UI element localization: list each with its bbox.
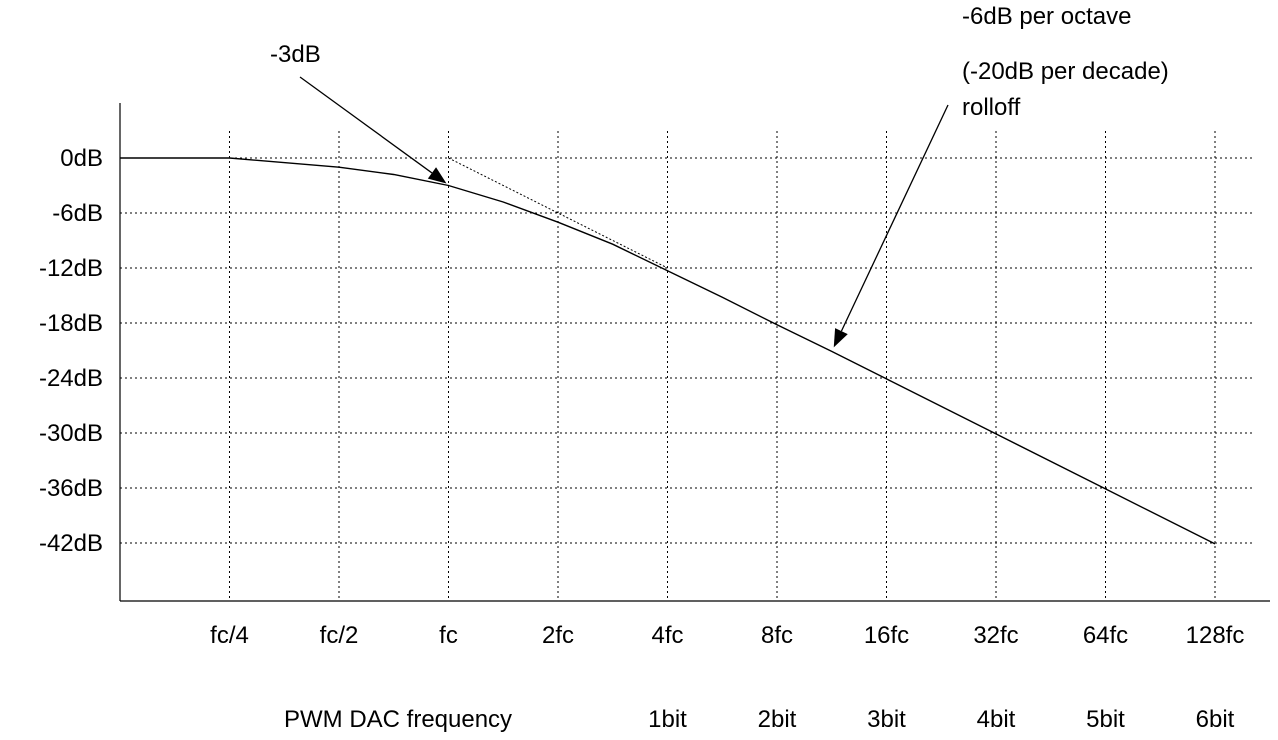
y-tick-label: 0dB: [60, 145, 103, 172]
minus-3db-arrow-shaft: [299, 76, 433, 174]
y-tick-label: -24dB: [39, 365, 103, 392]
annotations: -3dB -6dB per octave (-20dB per decade) …: [270, 3, 1169, 348]
x-tick-label: 32fc: [973, 622, 1018, 649]
x-bit-label: 3bit: [867, 706, 906, 733]
y-tick-label: -30dB: [39, 420, 103, 447]
x-bit-label: 6bit: [1196, 706, 1235, 733]
x-tick-label: 4fc: [651, 622, 683, 649]
x-tick-label: fc/2: [320, 622, 359, 649]
response-curve: [120, 157, 1216, 545]
x-tick-label: fc/4: [210, 622, 249, 649]
y-tick-label: -18dB: [39, 310, 103, 337]
x-bit-label: 5bit: [1086, 706, 1125, 733]
y-tick-labels: 0dB -6dB -12dB -18dB -24dB -30dB -36dB -42dB: [39, 145, 103, 557]
y-tick-label: -42dB: [39, 530, 103, 557]
y-tick-label: -36dB: [39, 475, 103, 502]
y-tick-label: -6dB: [52, 200, 103, 227]
x-bit-label: 1bit: [648, 706, 687, 733]
x-tick-label: 2fc: [542, 622, 574, 649]
asymptote-line: [448, 157, 668, 269]
rolloff-arrow-head: [833, 328, 848, 348]
x-bit-label: 2bit: [758, 706, 797, 733]
grid: [120, 131, 1252, 601]
rolloff-annotation-line2: (-20dB per decade): [962, 58, 1169, 85]
axes: [119, 103, 1270, 602]
x-bit-label: 4bit: [977, 706, 1016, 733]
rolloff-annotation-line1: -6dB per octave: [962, 3, 1131, 30]
x-tick-labels: fc/4 fc/2 fc 2fc 4fc 1bit 8fc 2bit 16fc 3bit 32fc 4…: [210, 622, 1244, 733]
x-tick-label: 16fc: [864, 622, 909, 649]
x-tick-label: fc: [439, 622, 458, 649]
rolloff-arrow-shaft: [840, 104, 949, 332]
minus-3db-annotation: -3dB: [270, 41, 321, 68]
minus-3db-arrow-head: [427, 167, 447, 184]
x-tick-label: 8fc: [761, 622, 793, 649]
series: [120, 157, 1216, 545]
x-tick-label: 128fc: [1186, 622, 1245, 649]
y-tick-label: -12dB: [39, 255, 103, 282]
x-axis-title: PWM DAC frequency: [284, 706, 512, 733]
x-tick-label: 64fc: [1083, 622, 1128, 649]
rolloff-annotation-line3: rolloff: [962, 94, 1021, 121]
